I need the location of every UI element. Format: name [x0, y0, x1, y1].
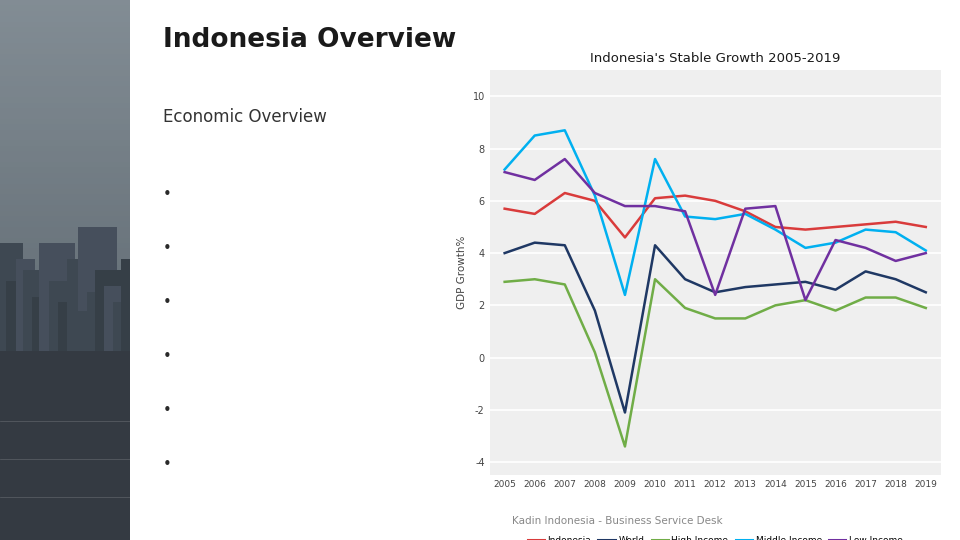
Bar [0, 81, 130, 86]
Legend: Indonesia, World, High Income, Middle Income, Low Income: Indonesia, World, High Income, Middle In… [524, 532, 906, 540]
Text: Economic Overview: Economic Overview [162, 108, 326, 126]
Bar [0, 86, 130, 92]
Bar [0, 146, 130, 151]
Bar [0, 227, 130, 232]
Bar [0, 157, 130, 162]
Bar [0, 124, 130, 130]
Bar [0, 11, 130, 16]
Bar [7, 281, 35, 364]
Bar [15, 259, 35, 370]
Bar [0, 5, 130, 11]
Bar [0, 113, 130, 119]
Bar [0, 103, 130, 108]
Text: •: • [162, 403, 176, 418]
Text: •: • [162, 457, 176, 472]
Title: Indonesia's Stable Growth 2005-2019: Indonesia's Stable Growth 2005-2019 [590, 52, 840, 65]
Bar [0, 22, 130, 27]
Bar [0, 135, 130, 140]
Text: Kadin Indonesia - Business Service Desk: Kadin Indonesia - Business Service Desk [513, 516, 723, 526]
Bar [0, 205, 130, 211]
Text: •: • [162, 295, 176, 310]
Bar [0, 16, 130, 22]
Bar [0, 254, 130, 259]
Bar [0, 65, 130, 70]
Bar [121, 259, 149, 410]
Bar [0, 173, 130, 178]
Bar [0, 130, 130, 135]
Bar [49, 281, 75, 458]
Text: •: • [162, 241, 176, 256]
Bar [0, 54, 130, 59]
Bar [0, 0, 130, 5]
Bar [0, 140, 130, 146]
Bar [33, 297, 56, 457]
Text: •: • [162, 349, 176, 364]
Bar [0, 216, 130, 221]
Bar [0, 76, 130, 81]
Bar [0, 243, 23, 393]
Bar [0, 92, 130, 97]
Bar [0, 189, 130, 194]
Bar [0, 167, 130, 173]
Bar [0, 265, 130, 270]
Bar [95, 270, 126, 406]
Bar [0, 238, 130, 243]
Bar [0, 27, 130, 32]
Bar [0, 184, 130, 189]
Bar [0, 43, 130, 49]
Bar [104, 286, 130, 370]
Bar [0, 70, 130, 76]
Bar [78, 227, 117, 311]
Bar [86, 292, 110, 396]
Bar [0, 49, 130, 54]
Bar [0, 248, 130, 254]
Bar [0, 221, 130, 227]
Bar [0, 59, 130, 65]
Bar [59, 302, 79, 393]
Bar [67, 259, 96, 386]
Text: •: • [162, 187, 176, 202]
Y-axis label: GDP Growth%: GDP Growth% [457, 236, 467, 309]
Bar [0, 38, 130, 43]
Bar [0, 232, 130, 238]
Bar [112, 302, 133, 405]
Bar [0, 108, 130, 113]
Bar [0, 119, 130, 124]
Bar [38, 243, 75, 397]
Bar [0, 211, 130, 216]
Bar [0, 162, 130, 167]
Bar [23, 270, 56, 375]
Bar [0, 194, 130, 200]
Bar [0, 243, 130, 248]
Bar [0, 259, 130, 265]
Text: Indonesia Overview: Indonesia Overview [162, 27, 456, 53]
Bar [0, 151, 130, 157]
Bar [0, 178, 130, 184]
Bar [0, 97, 130, 103]
Bar [0, 351, 130, 540]
Bar [0, 200, 130, 205]
Bar [0, 32, 130, 38]
